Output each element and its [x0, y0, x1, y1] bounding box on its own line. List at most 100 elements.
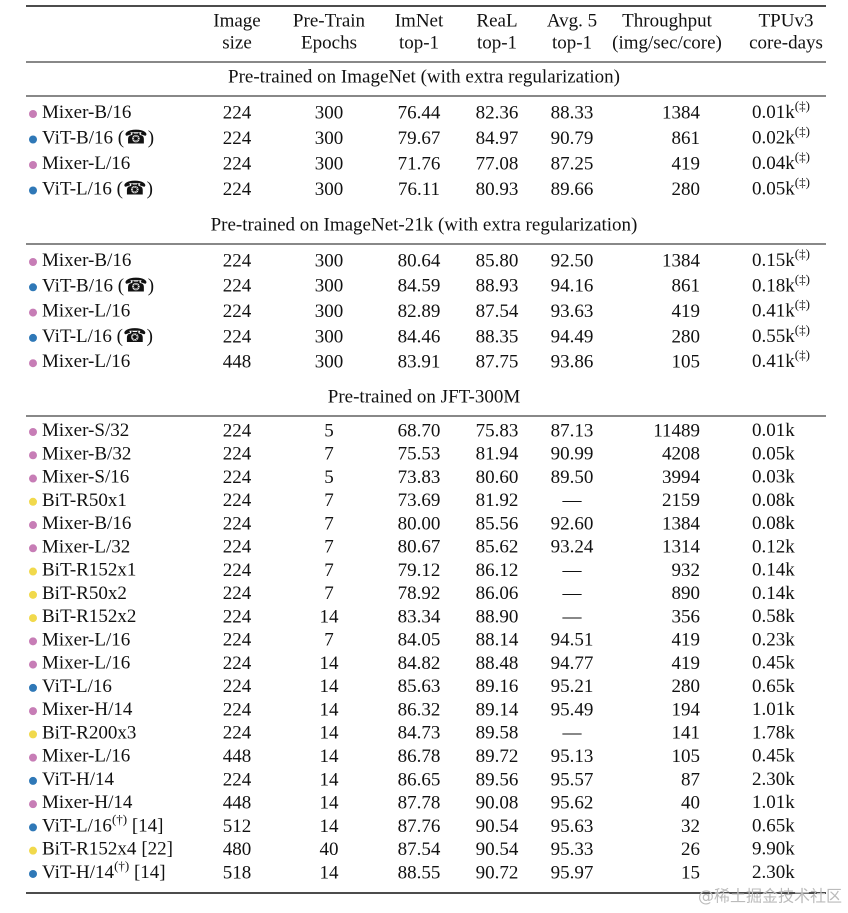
cell: 95.21: [551, 676, 594, 697]
cell: 85.63: [398, 676, 441, 697]
cell: 512: [223, 816, 252, 837]
cell: 11489: [653, 420, 700, 441]
cell: 88.90: [476, 606, 519, 627]
cell: 224: [223, 128, 252, 149]
cell: 86.65: [398, 769, 441, 790]
cell: 224: [223, 276, 252, 297]
column-header: Image: [213, 10, 260, 31]
cell: 9.90k: [752, 839, 795, 860]
cell: 0.41k(‡): [752, 297, 810, 322]
cell: 5: [324, 467, 334, 488]
model-name: Mixer-S/32: [42, 420, 129, 441]
cell: 88.55: [398, 862, 441, 883]
cell: 14: [320, 769, 340, 790]
cell: 89.72: [476, 746, 519, 767]
cell: 1384: [662, 513, 701, 534]
model-dot: [29, 544, 37, 553]
cell: 75.53: [398, 444, 441, 465]
cell: 80.93: [476, 179, 519, 200]
cell-value: 1.01k: [752, 699, 795, 720]
cell-value: 0.41k: [752, 301, 795, 322]
cell: 224: [223, 606, 252, 627]
cell: 14: [320, 793, 340, 814]
cell: 7: [324, 630, 334, 651]
cell-value: 0.08k: [752, 513, 795, 534]
superscript: (‡): [795, 297, 810, 312]
cell-value: 1.78k: [752, 723, 795, 744]
cell: 300: [315, 250, 344, 271]
name: BiT-R200x3: [42, 723, 136, 744]
name: Mixer-B/16: [42, 250, 131, 271]
cell: 480: [223, 839, 252, 860]
cell-value: 0.03k: [752, 467, 795, 488]
model-dot: [29, 110, 37, 118]
cell: 90.72: [476, 862, 519, 883]
cell: 79.67: [398, 128, 441, 149]
cell: 0.14k: [752, 560, 795, 581]
column-header: top-1: [477, 32, 517, 53]
cell: 83.34: [398, 606, 441, 627]
reference: [14]: [134, 862, 166, 883]
reference: [22]: [141, 839, 173, 860]
model-dot: [29, 823, 37, 832]
name: ViT-L/16: [42, 676, 112, 697]
model-dot: [29, 776, 37, 785]
cell: 88.48: [476, 653, 519, 674]
section-title: Pre-trained on ImageNet-21k (with extra …: [211, 214, 638, 235]
cell: 88.35: [476, 326, 519, 347]
model-dot: [29, 186, 37, 195]
superscript: (‡): [795, 123, 810, 138]
model-dot: [29, 521, 37, 530]
cell-value: 0.45k: [752, 746, 795, 767]
cell: 14: [320, 676, 340, 697]
cell: 26: [681, 839, 700, 860]
cell: 68.70: [398, 420, 441, 441]
model-name: BiT-R200x3: [42, 723, 136, 744]
cell: 95.33: [551, 839, 594, 860]
name: Mixer-L/16: [42, 352, 130, 373]
cell-value: 2.30k: [752, 769, 795, 790]
cell: —: [562, 723, 583, 744]
cell: 84.59: [398, 276, 441, 297]
section-title: Pre-trained on ImageNet (with extra regu…: [228, 66, 620, 87]
cell: 84.97: [476, 128, 519, 149]
cell: 0.14k: [752, 583, 795, 604]
cell: 419: [672, 153, 701, 174]
name: Mixer-B/32: [42, 444, 131, 465]
cell: 95.97: [551, 862, 594, 883]
name: Mixer-L/16: [42, 630, 130, 651]
model-name: Mixer-L/16: [42, 630, 130, 651]
cell: 0.12k: [752, 537, 795, 558]
superscript: (‡): [795, 271, 810, 286]
model-dot: [29, 869, 37, 878]
cell: 87.13: [551, 420, 594, 441]
cell: 224: [223, 326, 252, 347]
cell: 1384: [662, 250, 701, 271]
cell-value: 0.12k: [752, 537, 795, 558]
watermark: @稀土掘金技术社区: [698, 887, 842, 906]
name: ViT-L/16 (☎): [42, 179, 153, 200]
cell-value: 0.04k: [752, 153, 795, 174]
name: Mixer-L/16: [42, 301, 130, 322]
superscript: (‡): [795, 322, 810, 337]
cell: 448: [223, 746, 252, 767]
cell-value: 1.01k: [752, 793, 795, 814]
model-dot: [29, 660, 37, 669]
name: Mixer-B/16: [42, 102, 131, 123]
cell: 40: [320, 839, 339, 860]
column-header: ReaL: [476, 10, 517, 31]
model-name: ViT-B/16 (☎): [42, 128, 154, 149]
cell: 419: [672, 301, 701, 322]
cell-value: 0.08k: [752, 490, 795, 511]
cell: 82.89: [398, 301, 441, 322]
cell: 0.65k: [752, 676, 795, 697]
cell: 356: [672, 606, 701, 627]
name: ViT-L/16: [42, 816, 112, 837]
cell: 7: [324, 513, 334, 534]
model-dot: [29, 800, 37, 809]
name: BiT-R152x2: [42, 606, 136, 627]
cell: 224: [223, 723, 252, 744]
cell: 224: [223, 153, 252, 174]
name: ViT-H/14: [42, 862, 115, 883]
cell: 81.94: [476, 444, 519, 465]
